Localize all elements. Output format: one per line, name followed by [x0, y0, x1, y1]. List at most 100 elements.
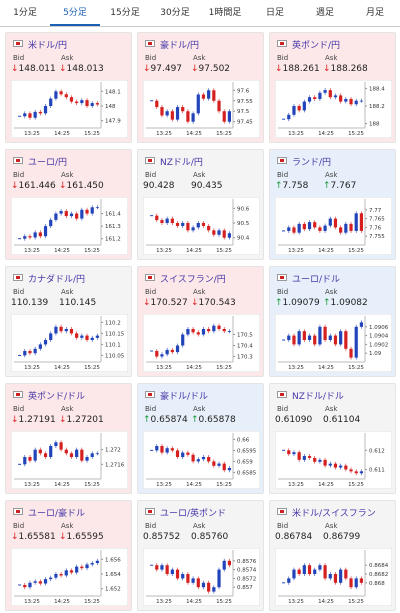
candle [186, 329, 190, 335]
candle [287, 335, 291, 340]
candle [38, 581, 42, 584]
candle [207, 582, 211, 592]
x-tick-label: 15:25 [84, 599, 100, 605]
ask-label: Ask [193, 288, 206, 296]
candle [49, 577, 53, 580]
candle [160, 354, 164, 357]
tab[interactable]: 1分足 [13, 8, 37, 18]
y-tick-label: 148.1 [105, 89, 121, 95]
candle [222, 560, 226, 570]
tab[interactable]: 15分足 [110, 8, 140, 18]
tab[interactable]: 月足 [365, 8, 384, 18]
candle [28, 457, 32, 461]
candle [33, 111, 37, 118]
candle [318, 459, 322, 462]
mini-chart: 0.8576 0.8574 0.8572 0.857 13:25 14:25 15:25 [143, 548, 260, 606]
ask-label: Ask [61, 171, 74, 179]
rate-card[interactable]: 英ポンド/ドル Bid Ask ↓1.27191 ↓1.27201 1.272 1.2716… [5, 383, 132, 494]
bid-number: 0.65874 [150, 415, 188, 425]
rate-card[interactable]: 米ドル/円 Bid Ask ↓148.011 ↓148.013 148.1 148 147.9… [5, 32, 132, 143]
bid-label: Bid [13, 171, 25, 179]
candle [59, 91, 63, 95]
rate-card[interactable]: ユーロ/英ポンド Bid Ask 0.85752 0.85760 0.8576 0.8574… [137, 500, 264, 611]
ask-number: 170.543 [198, 298, 236, 308]
y-tick-label: 0.8682 [369, 572, 388, 578]
candle [354, 213, 358, 231]
y-tick-label: 1.0904 [369, 334, 389, 340]
flag-icon [277, 157, 287, 164]
arrow: ↑ [191, 415, 199, 425]
candle [292, 452, 296, 455]
bid-value: 0.86784 [275, 532, 312, 542]
bid-number: 1.09079 [282, 298, 320, 308]
tab[interactable]: 日足 [265, 8, 284, 18]
mini-chart: 90.6 90.5 90.4 13:25 14:25 15:25 [143, 197, 260, 255]
candle [359, 213, 364, 231]
candle [90, 207, 94, 214]
candle [201, 457, 206, 460]
x-tick-label: 14:25 [54, 365, 70, 371]
arrow: ↓ [11, 64, 19, 74]
flag-icon [277, 391, 287, 398]
rate-card[interactable]: 英ポンド/円 Bid Ask ↓188.261 ↓188.268 188.4 188.2 18… [269, 32, 396, 143]
x-tick-label: 13:25 [24, 482, 40, 488]
x-tick-label: 13:25 [24, 248, 40, 254]
x-tick-label: 13:25 [24, 365, 40, 371]
candle [43, 226, 48, 237]
flag-icon [13, 157, 23, 164]
mini-chart: 7.77 7.765 7.76 7.755 13:25 14:25 15:25 [275, 197, 392, 255]
mini-chart: 188.4 188.2 188 13:25 14:25 15:25 [275, 80, 392, 138]
arrow: ↓ [323, 64, 331, 74]
x-tick-label: 14:25 [186, 599, 202, 605]
bid-value: ↓170.527 [143, 298, 188, 308]
candle [38, 232, 42, 237]
candle [333, 95, 338, 98]
candle [227, 560, 232, 566]
y-tick-label: 0.8576 [237, 559, 257, 565]
rate-card[interactable]: ユーロ/円 Bid Ask ↓161.446 ↓161.450 161.4 161.3 161… [5, 149, 132, 260]
tab[interactable]: 5分足 [50, 0, 100, 26]
x-tick-label: 14:25 [186, 482, 202, 488]
y-tick-label: 1.09 [369, 351, 382, 357]
tab[interactable]: 1時間足 [208, 8, 242, 18]
candle [64, 570, 68, 576]
candle [323, 90, 327, 93]
bid-number: 188.261 [282, 64, 320, 74]
candle [287, 114, 291, 120]
flag-icon [277, 40, 287, 47]
x-tick-label: 13:25 [156, 248, 172, 254]
rate-card[interactable]: ランド/円 Bid Ask ↑7.758 ↑7.767 7.77 7.765 7.76 7.75… [269, 149, 396, 260]
rate-card[interactable]: 豪ドル/円 Bid Ask ↓97.497 ↓97.502 97.6 97.55 97.5 97… [137, 32, 264, 143]
rate-card[interactable]: 米ドル/スイスフラン Bid Ask 0.86784 0.86799 0.8684 0.86… [269, 500, 396, 611]
y-tick-label: 110.05 [105, 353, 125, 359]
candle [302, 565, 306, 574]
candle [217, 230, 221, 235]
rate-card[interactable]: スイスフラン/円 Bid Ask ↓170.527 ↓170.543 170.5 170.4… [137, 266, 264, 377]
bid-number: 0.86784 [275, 532, 313, 542]
rate-card[interactable]: NZドル/円 Bid Ask 90.428 90.435 90.6 90.5 90.4 13:2… [137, 149, 264, 260]
tab[interactable]: 30分足 [160, 8, 190, 18]
candle [359, 322, 364, 327]
rate-card[interactable]: カナダドル/円 Bid Ask 110.139 110.145 110.2 110.15 11… [5, 266, 132, 377]
ask-number: 97.502 [198, 64, 231, 74]
bid-label: Bid [145, 288, 157, 296]
candle [38, 344, 42, 349]
flag-icon [277, 274, 287, 281]
tab[interactable]: 週足 [315, 8, 334, 18]
candle [186, 111, 190, 122]
rate-card[interactable]: ユーロ/ドル Bid Ask ↑1.09079 ↑1.09082 1.0906 1.0904… [269, 266, 396, 377]
rate-card[interactable]: 豪ドル/ドル Bid Ask ↑0.65874 ↑0.65878 0.66 0.6595 0.… [137, 383, 264, 494]
candle [297, 106, 301, 111]
candle [85, 457, 89, 461]
candle [175, 107, 180, 120]
x-tick-label: 14:25 [54, 131, 70, 137]
ask-number: 1.65595 [66, 532, 104, 542]
flag-icon [145, 508, 155, 515]
rate-card[interactable]: ユーロ/豪ドル Bid Ask ↓1.65581 ↓1.65595 1.656 1.654 1… [5, 500, 132, 611]
candle [323, 326, 327, 340]
bid-number: 0.61090 [275, 415, 313, 425]
bid-value: ↑0.65874 [143, 415, 188, 425]
bid-number: 1.65581 [18, 532, 56, 542]
bid-number: 90.428 [143, 181, 175, 191]
rate-card[interactable]: NZドル/ドル Bid Ask 0.61090 0.61104 0.612 0.611 13:… [269, 383, 396, 494]
